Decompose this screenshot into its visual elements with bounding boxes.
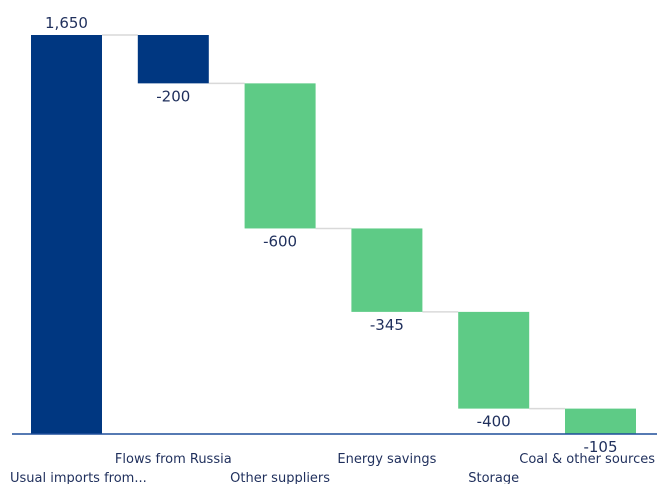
category-label-5: Storage [468, 471, 519, 484]
value-label-3: -600 [263, 232, 297, 250]
bar-6 [565, 408, 636, 434]
bar-4 [351, 228, 423, 312]
category-label-2: Flows from Russia [115, 452, 232, 467]
category-label-3: Other suppliers [230, 471, 330, 484]
bar-5 [458, 311, 530, 409]
value-label-4: -345 [370, 316, 404, 334]
category-label-1: Usual imports from... [10, 471, 147, 484]
value-label-5: -400 [477, 413, 511, 431]
value-label-6: -105 [583, 438, 617, 456]
value-label-2: -200 [156, 87, 190, 105]
bar-2 [137, 35, 209, 84]
bar-1 [31, 35, 102, 434]
category-label-6: Coal & other sources [519, 452, 655, 467]
bar-3 [244, 83, 316, 229]
category-label-4: Energy savings [337, 452, 436, 467]
value-label-1: 1,650 [45, 14, 88, 32]
